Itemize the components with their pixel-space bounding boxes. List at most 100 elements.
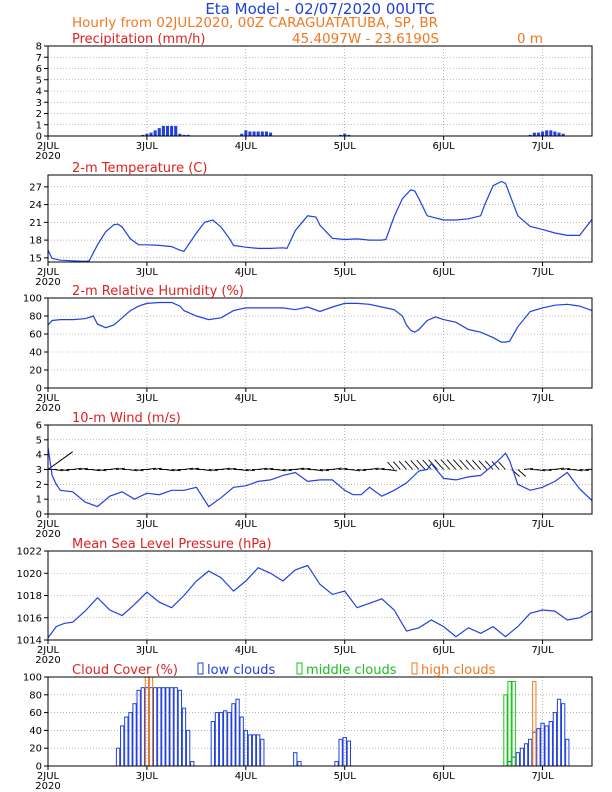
legend-label: high clouds xyxy=(421,663,496,678)
x-tick-label: 2JUL xyxy=(37,393,60,404)
y-tick-label: 1022 xyxy=(17,547,42,558)
cloud-bar-low xyxy=(515,752,520,766)
cloud-bar-low xyxy=(185,729,191,766)
wind-arrow xyxy=(491,461,500,470)
y-tick-label: 27 xyxy=(29,182,42,193)
wind-arrow xyxy=(523,467,534,470)
y-tick-label: 60 xyxy=(29,708,42,719)
x-tick-label: 3JUL xyxy=(136,267,159,278)
y-tick-label: 8 xyxy=(36,42,42,53)
x-tick-label: 2JUL xyxy=(37,645,60,656)
x-tick-label: 5JUL xyxy=(334,393,357,404)
x-tick-label: 7JUL xyxy=(531,771,554,782)
x-tick-label: 7JUL xyxy=(531,267,554,278)
x-tick-label: 7JUL xyxy=(531,141,554,152)
cloud-bar-low xyxy=(548,721,553,766)
x-tick-label: 6JUL xyxy=(433,645,456,656)
wind-arrow xyxy=(295,467,305,470)
y-tick-label: 20 xyxy=(29,744,42,755)
plot-area xyxy=(141,125,565,136)
cloud-bar-low xyxy=(293,752,298,766)
y-tick-label: 4 xyxy=(36,87,42,98)
y-tick-label: 1020 xyxy=(17,569,42,580)
wind-arrow xyxy=(221,467,231,470)
y-tick-label: 7 xyxy=(36,53,42,64)
panel-2: 15 18 21 24 27 2JUL 3JUL 4JUL 5JUL 6JUL 7JUL 2020 2-… xyxy=(29,161,593,288)
x-tick-label: 6JUL xyxy=(433,141,456,152)
precip-bar xyxy=(339,134,343,136)
plot-area xyxy=(48,564,592,639)
precip-bar xyxy=(557,132,561,136)
precip-bar xyxy=(545,130,549,136)
cloud-bar-low xyxy=(120,725,125,766)
precip-bar xyxy=(248,131,252,136)
wind-arrow xyxy=(465,459,475,470)
wind-arrow xyxy=(554,467,564,470)
wind-arrow xyxy=(190,467,200,470)
legend-swatch xyxy=(197,662,204,675)
wind-arrow xyxy=(258,467,268,470)
x-tick-label: 5JUL xyxy=(334,267,357,278)
x-tick-label: 2JUL xyxy=(37,519,60,530)
wind-arrow xyxy=(128,469,138,472)
legend-label: middle clouds xyxy=(306,663,397,678)
x-tick-label: 4JUL xyxy=(235,267,258,278)
wind-arrow xyxy=(350,469,360,472)
y-tick-label: 21 xyxy=(29,218,42,229)
wind-arrow xyxy=(109,467,119,470)
precip-bar xyxy=(532,132,536,136)
wind-arrow xyxy=(245,469,255,472)
y-tick-label: 1 xyxy=(36,495,42,506)
cloud-bar-middle xyxy=(507,680,512,766)
x-tick-label: 4JUL xyxy=(235,393,258,404)
panel-title: Cloud Cover (%) xyxy=(72,663,178,678)
precip-bar xyxy=(178,133,182,136)
x-tick-label: 6JUL xyxy=(433,267,456,278)
precip-bar xyxy=(149,132,153,136)
wind-arrow xyxy=(208,469,218,472)
precip-bar xyxy=(161,125,165,136)
y-tick-label: 4 xyxy=(36,450,42,461)
y-tick-label: 5 xyxy=(36,75,42,86)
legend-swatch xyxy=(411,662,418,675)
panel-title: 2-m Relative Humidity (%) xyxy=(72,284,244,299)
y-tick-label: 20 xyxy=(29,366,42,377)
precip-bar xyxy=(157,128,161,136)
precip-bar xyxy=(260,131,264,136)
cloud-bar-high xyxy=(148,677,154,766)
cloud-bar-low xyxy=(181,707,187,766)
wind-arrow xyxy=(239,469,249,472)
elevation: 0 m xyxy=(517,31,543,47)
series-line xyxy=(48,180,592,262)
wind-arrow xyxy=(459,459,469,470)
y-tick-label: 40 xyxy=(29,348,42,359)
precip-bar xyxy=(145,133,149,136)
precip-bar xyxy=(528,134,532,136)
x-tick-label: 2JUL xyxy=(37,267,60,278)
precip-bar xyxy=(536,132,540,136)
x-tick-label: 7JUL xyxy=(531,393,554,404)
y-tick-label: 3 xyxy=(36,465,42,476)
cloud-bar-low xyxy=(561,703,566,766)
x-tick-label: 2JUL xyxy=(37,141,60,152)
cloud-bar-low xyxy=(342,737,347,766)
coordinates: 45.4097W - 23.6190S xyxy=(292,31,439,47)
wind-arrow xyxy=(357,469,367,472)
cloud-bar-low xyxy=(235,698,240,766)
x-tick-label: 3JUL xyxy=(136,393,159,404)
wind-arrow xyxy=(434,459,444,470)
y-tick-label: 15 xyxy=(29,253,42,264)
wind-arrow xyxy=(91,469,101,472)
plot-frame xyxy=(47,174,593,263)
series-line xyxy=(48,564,592,639)
y-tick-label: 60 xyxy=(29,330,42,341)
precip-bar xyxy=(343,133,347,136)
precip-bar xyxy=(165,125,170,136)
x-tick-label: 6JUL xyxy=(433,519,456,530)
wind-arrow xyxy=(375,467,385,470)
y-tick-label: 2 xyxy=(36,109,42,120)
y-tick-label: 0 xyxy=(36,384,42,395)
wind-arrow xyxy=(60,469,70,472)
x-tick-label: 3JUL xyxy=(136,645,159,656)
legend-label: low clouds xyxy=(207,663,276,678)
